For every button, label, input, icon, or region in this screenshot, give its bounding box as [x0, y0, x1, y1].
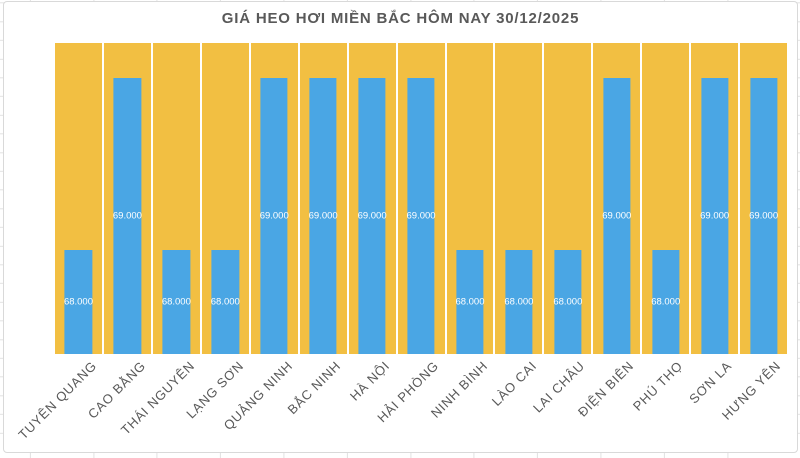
bar-value-label: 69.000	[357, 210, 387, 222]
bar-bg-column[interactable]: 69.000	[397, 43, 445, 354]
price-bar[interactable]: 68.000	[651, 250, 681, 354]
price-bar[interactable]: 69.000	[749, 77, 779, 354]
price-bar[interactable]: 68.000	[455, 250, 485, 354]
price-bar[interactable]: 69.000	[602, 77, 632, 354]
chart-object[interactable]: GIÁ HEO HƠI MIỀN BẮC HÔM NAY 30/12/2025 …	[3, 1, 798, 453]
plot-area: 68.000 69.000 68.000 68.000 69.000 69.000 69.0…	[55, 43, 788, 354]
bar-value-label: 68.000	[455, 296, 485, 308]
price-bar[interactable]: 69.000	[700, 77, 730, 354]
bar-value-label: 68.000	[553, 296, 583, 308]
chart-title: GIÁ HEO HƠI MIỀN BẮC HÔM NAY 30/12/2025	[221, 10, 580, 27]
bar-bg-column[interactable]: 68.000	[201, 43, 249, 354]
bar-value-label: 69.000	[259, 210, 289, 222]
price-bar[interactable]: 69.000	[308, 77, 338, 354]
price-bar[interactable]: 69.000	[357, 77, 387, 354]
bar-value-label: 68.000	[504, 296, 534, 308]
price-bar[interactable]: 68.000	[210, 250, 240, 354]
x-axis-label: TUYÊN QUANG	[15, 358, 101, 443]
bar-value-label: 68.000	[63, 296, 93, 308]
bar-bg-column[interactable]: 69.000	[103, 43, 151, 354]
bar-bg-column[interactable]: 69.000	[348, 43, 396, 354]
price-bar[interactable]: 68.000	[161, 250, 191, 354]
bar-bg-column[interactable]: 69.000	[593, 43, 641, 354]
bar-value-label: 69.000	[749, 210, 779, 222]
bar-value-label: 69.000	[406, 210, 436, 222]
x-axis-labels: TUYÊN QUANG CAO BẰNG THÁI NGUYÊN LẠNG SƠN QU…	[16, 358, 787, 452]
bar-bg-column[interactable]: 69.000	[740, 43, 788, 354]
price-bar[interactable]: 69.000	[259, 77, 289, 354]
bar-bg-column[interactable]: 68.000	[495, 43, 543, 354]
bar-bg-column[interactable]: 68.000	[544, 43, 592, 354]
bar-value-label: 69.000	[308, 210, 338, 222]
bar-bg-column[interactable]: 68.000	[152, 43, 200, 354]
bar-value-label: 68.000	[651, 296, 681, 308]
price-bar[interactable]: 69.000	[112, 77, 142, 354]
bar-bg-column[interactable]: 69.000	[691, 43, 739, 354]
bar-value-label: 68.000	[210, 296, 240, 308]
bar-bg-column[interactable]: 68.000	[642, 43, 690, 354]
bar-bg-column[interactable]: 68.000	[446, 43, 494, 354]
bar-bg-column[interactable]: 69.000	[250, 43, 298, 354]
bar-bg-column[interactable]: 68.000	[55, 43, 102, 354]
price-bar[interactable]: 68.000	[63, 250, 93, 354]
bar-value-label: 69.000	[112, 210, 142, 222]
bar-value-label: 69.000	[700, 210, 730, 222]
bar-value-label: 69.000	[602, 210, 632, 222]
bar-bg-column[interactable]: 69.000	[299, 43, 347, 354]
price-bar[interactable]: 68.000	[553, 250, 583, 354]
price-bar[interactable]: 68.000	[504, 250, 534, 354]
price-bar[interactable]: 69.000	[406, 77, 436, 354]
bar-value-label: 68.000	[161, 296, 191, 308]
